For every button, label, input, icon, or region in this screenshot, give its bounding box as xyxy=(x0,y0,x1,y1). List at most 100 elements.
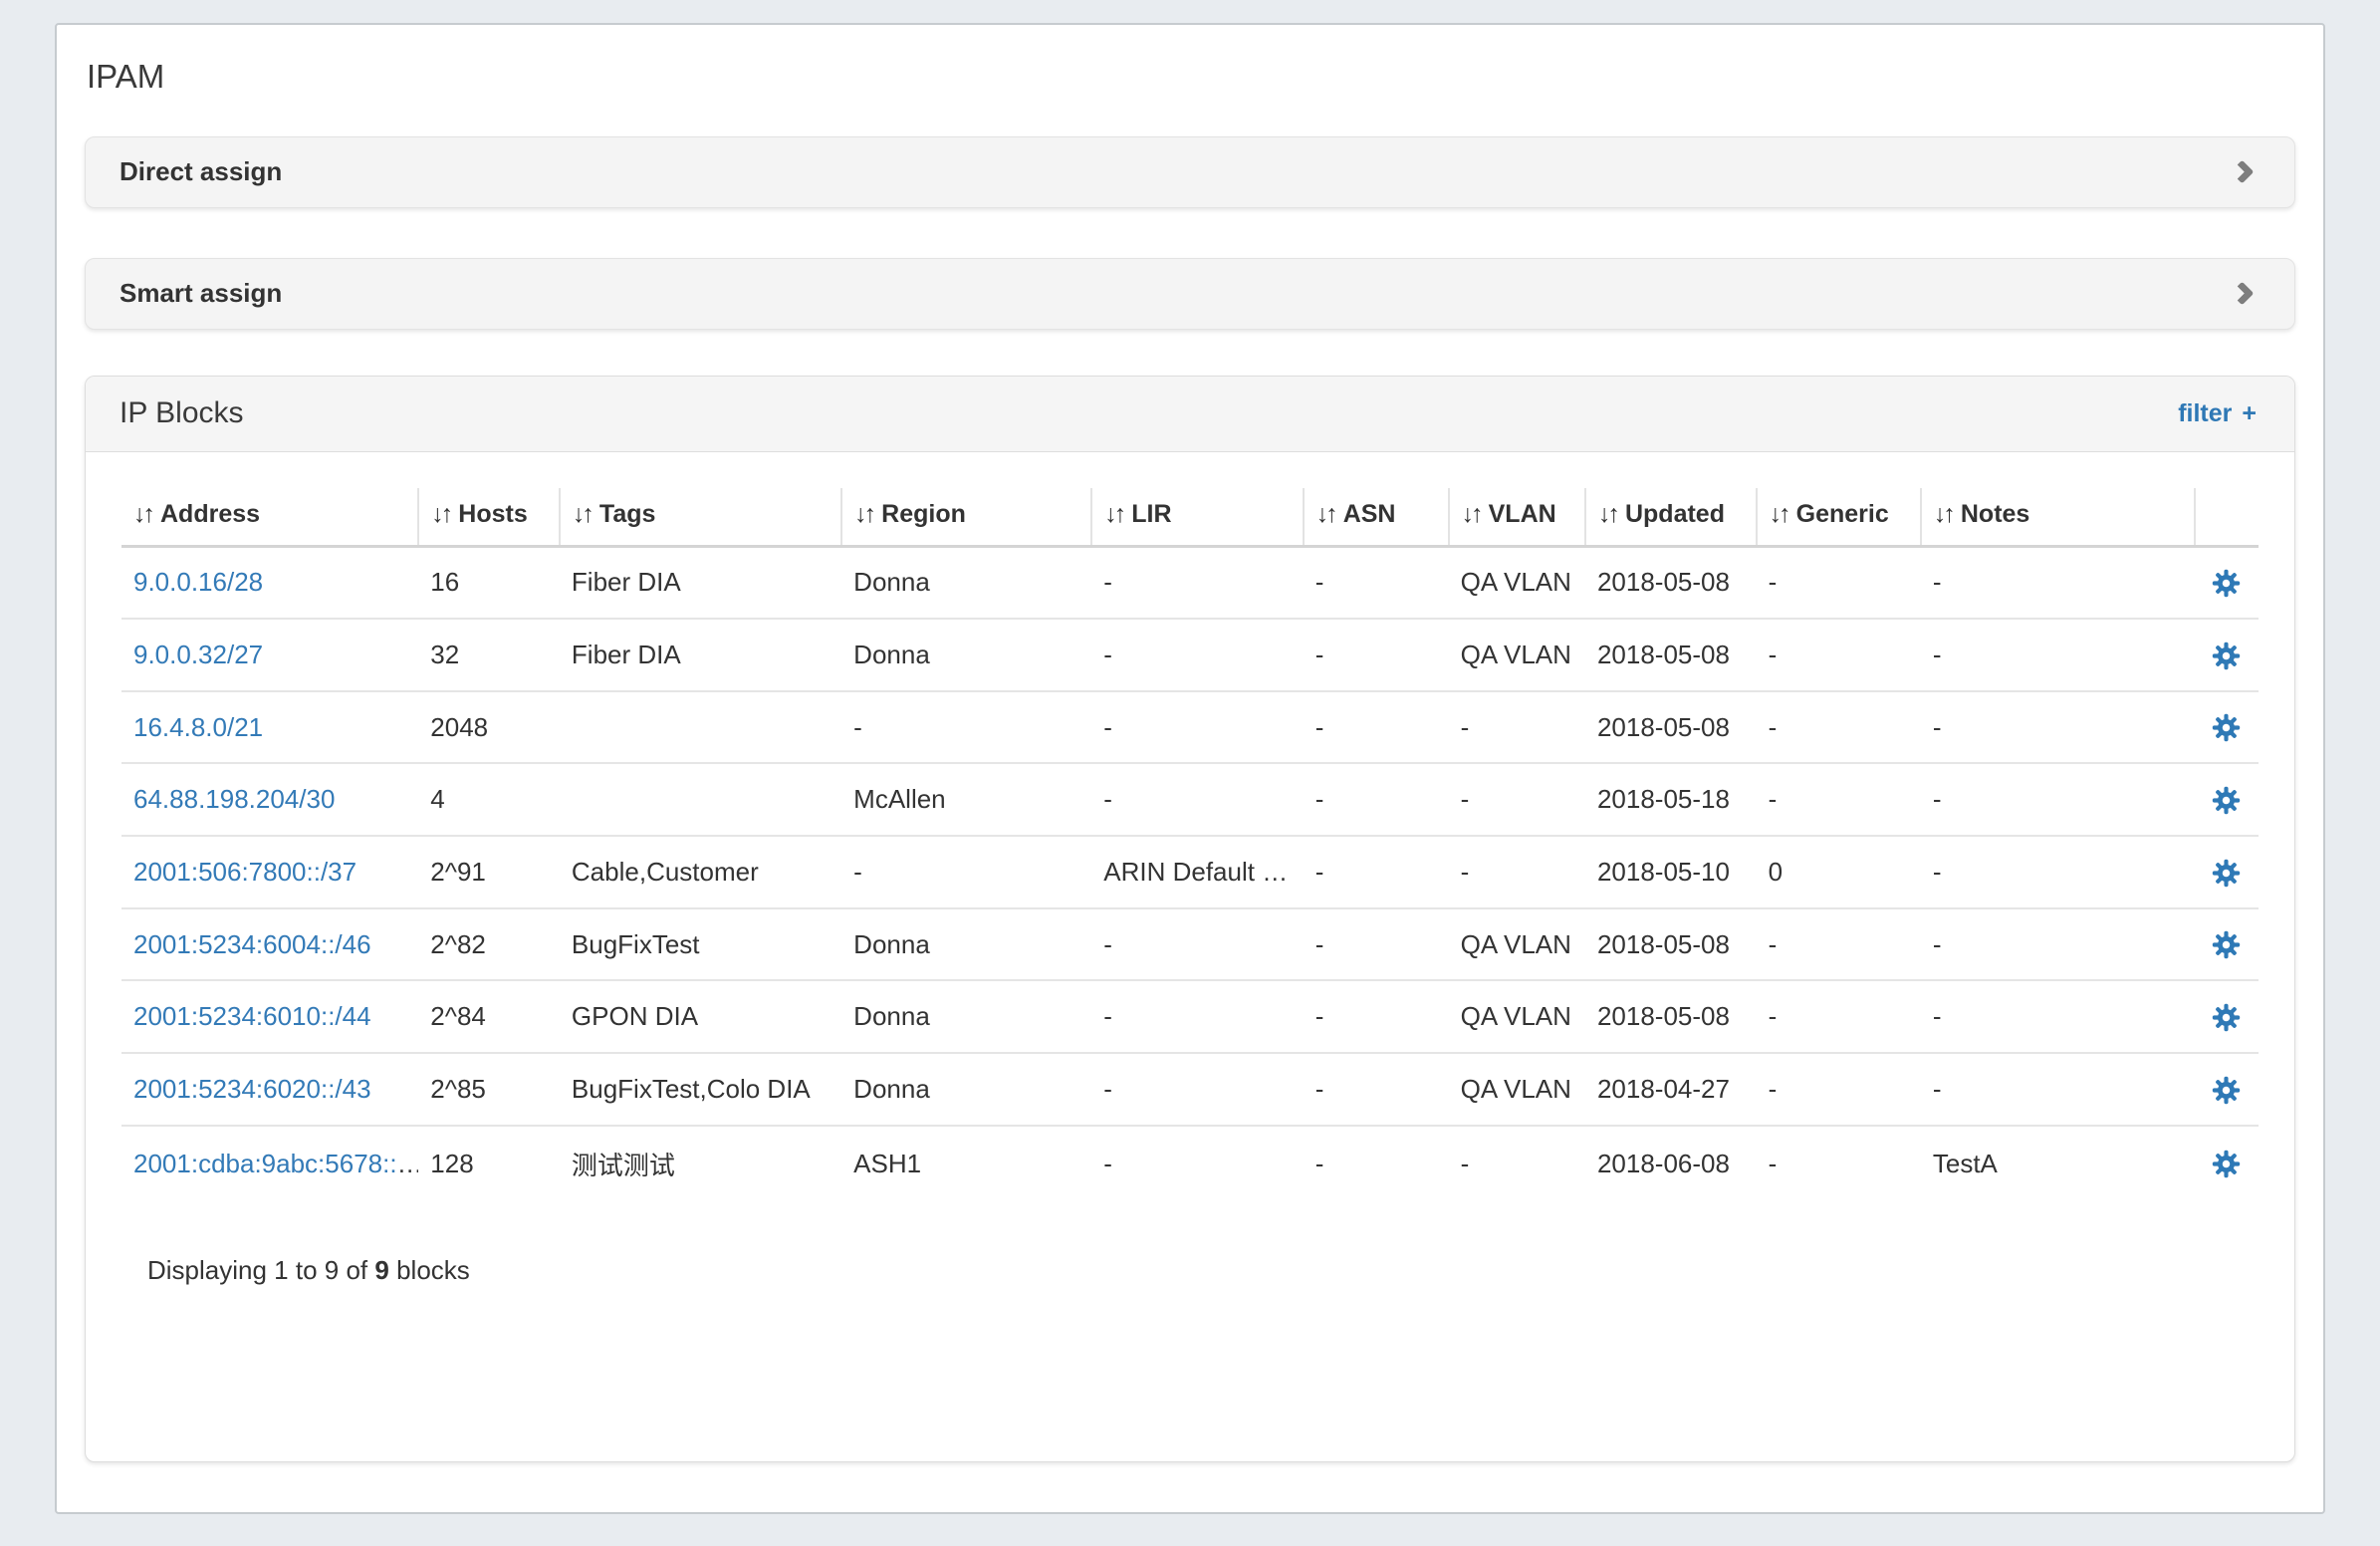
address-link[interactable]: 9.0.0.16/28 xyxy=(133,567,264,598)
gear-icon[interactable] xyxy=(2211,712,2242,743)
address-cell: 2001:506:7800::/37 xyxy=(121,835,419,908)
address-cell: 2001:5234:6004::/46 xyxy=(121,906,419,981)
address-cell: 64.88.198.204/30 xyxy=(121,762,419,837)
ip-blocks-header: IP Blocks filter + xyxy=(86,376,2294,452)
table-row: 9.0.0.16/28 16 Fiber DIA Donna - - QA VL… xyxy=(121,545,2259,620)
generic-cell: - xyxy=(1756,762,1921,837)
vlan-cell: QA VLAN xyxy=(1448,979,1585,1053)
address-cell: 2001:cdba:9abc:5678::… xyxy=(121,1124,419,1201)
gear-icon[interactable] xyxy=(2211,929,2242,960)
column-label: Hosts xyxy=(458,499,528,528)
column-header-tags[interactable]: ↓↑ Tags xyxy=(558,487,842,548)
notes-cell: - xyxy=(1920,762,2195,837)
address-cell: 9.0.0.32/27 xyxy=(121,618,419,691)
footer-prefix: Displaying 1 to 9 of xyxy=(147,1254,368,1285)
hosts-cell: 128 xyxy=(418,1124,560,1201)
sort-icon: ↓↑ xyxy=(1315,499,1338,528)
column-header-hosts[interactable]: ↓↑ Hosts xyxy=(417,487,560,548)
generic-cell: - xyxy=(1756,545,1921,620)
actions-cell xyxy=(2194,906,2259,981)
table-row: 2001:5234:6010::/44 2^84 GPON DIA Donna … xyxy=(121,979,2259,1053)
hosts-cell: 32 xyxy=(418,618,560,691)
address-link[interactable]: 2001:506:7800::/37 xyxy=(133,856,357,887)
region-cell: Donna xyxy=(841,545,1092,620)
lir-cell: - xyxy=(1091,1051,1304,1126)
address-link[interactable]: 9.0.0.32/27 xyxy=(133,640,264,670)
column-header-updated[interactable]: ↓↑ Updated xyxy=(1583,487,1757,548)
asn-cell: - xyxy=(1303,545,1449,620)
asn-cell: - xyxy=(1303,835,1449,908)
lir-cell: - xyxy=(1091,545,1304,620)
column-header-generic[interactable]: ↓↑ Generic xyxy=(1755,487,1921,548)
tags-cell xyxy=(559,762,842,837)
actions-cell xyxy=(2194,689,2259,764)
direct-assign-panel[interactable]: Direct assign xyxy=(85,135,2295,208)
filter-toggle-link[interactable]: filter + xyxy=(2178,399,2257,428)
address-link[interactable]: 2001:5234:6020::/43 xyxy=(133,1073,371,1104)
address-cell: 2001:5234:6010::/44 xyxy=(121,979,419,1053)
updated-cell: 2018-05-08 xyxy=(1584,979,1757,1053)
table-row: 2001:cdba:9abc:5678::… 128 测试测试 ASH1 - -… xyxy=(121,1124,2259,1201)
tags-cell: Fiber DIA xyxy=(559,545,842,620)
vlan-cell: - xyxy=(1448,1124,1585,1201)
plus-icon: + xyxy=(2242,398,2257,427)
asn-cell: - xyxy=(1303,1051,1449,1126)
asn-cell: - xyxy=(1303,762,1449,837)
column-label: Notes xyxy=(1960,499,2030,528)
tags-cell: BugFixTest,Colo DIA xyxy=(559,1051,842,1126)
column-header-address[interactable]: ↓↑ Address xyxy=(121,487,419,548)
hosts-cell: 2048 xyxy=(418,689,560,764)
lir-cell: - xyxy=(1091,1124,1304,1201)
ip-blocks-body: ↓↑ Address ↓↑ Hosts ↓↑ Tags ↓↑ Region ↓↑ LIR … xyxy=(86,452,2294,1461)
asn-cell: - xyxy=(1303,906,1449,981)
ip-blocks-table: ↓↑ Address ↓↑ Hosts ↓↑ Tags ↓↑ Region ↓↑ LIR … xyxy=(121,487,2259,1201)
column-header-actions xyxy=(2193,487,2259,548)
column-header-region[interactable]: ↓↑ Region xyxy=(840,487,1092,548)
vlan-cell: QA VLAN xyxy=(1448,618,1585,691)
address-link[interactable]: 2001:cdba:9abc:5678:: xyxy=(133,1148,397,1178)
column-header-notes[interactable]: ↓↑ Notes xyxy=(1919,487,2195,548)
ipam-card: IPAM Direct assign Smart assign IP Block… xyxy=(55,23,2325,1514)
asn-cell: - xyxy=(1303,618,1449,691)
gear-icon[interactable] xyxy=(2211,1149,2242,1179)
generic-cell: - xyxy=(1756,1051,1921,1126)
column-label: Tags xyxy=(598,499,656,528)
chevron-right-icon xyxy=(2230,281,2255,306)
tags-cell: 测试测试 xyxy=(559,1124,842,1201)
gear-icon[interactable] xyxy=(2211,641,2242,671)
hosts-cell: 2^91 xyxy=(418,835,560,908)
column-header-lir[interactable]: ↓↑ LIR xyxy=(1090,487,1304,548)
gear-icon[interactable] xyxy=(2211,785,2242,816)
sort-icon: ↓↑ xyxy=(1104,499,1126,528)
address-link[interactable]: 2001:5234:6010::/44 xyxy=(133,1001,371,1032)
smart-assign-panel[interactable]: Smart assign xyxy=(85,257,2295,330)
address-link[interactable]: 2001:5234:6004::/46 xyxy=(133,928,371,959)
gear-icon[interactable] xyxy=(2211,568,2242,599)
table-row: 16.4.8.0/21 2048 - - - - 2018-05-08 - - xyxy=(121,689,2259,764)
vlan-cell: - xyxy=(1448,835,1585,908)
lir-cell: - xyxy=(1091,979,1304,1053)
address-link[interactable]: 64.88.198.204/30 xyxy=(133,784,336,815)
gear-icon[interactable] xyxy=(2211,858,2242,889)
address-link[interactable]: 16.4.8.0/21 xyxy=(133,711,264,742)
sort-icon: ↓↑ xyxy=(1597,499,1620,528)
region-cell: McAllen xyxy=(841,762,1092,837)
vlan-cell: - xyxy=(1448,689,1585,764)
column-header-vlan[interactable]: ↓↑ VLAN xyxy=(1447,487,1585,548)
direct-assign-label: Direct assign xyxy=(119,156,283,187)
notes-cell: - xyxy=(1920,1051,2195,1126)
generic-cell: - xyxy=(1756,979,1921,1053)
updated-cell: 2018-05-08 xyxy=(1584,906,1757,981)
address-cell: 9.0.0.16/28 xyxy=(121,545,419,620)
updated-cell: 2018-05-18 xyxy=(1584,762,1757,837)
sort-icon: ↓↑ xyxy=(572,499,595,528)
lir-cell: - xyxy=(1091,762,1304,837)
gear-icon[interactable] xyxy=(2211,1002,2242,1033)
gear-icon[interactable] xyxy=(2211,1075,2242,1106)
asn-cell: - xyxy=(1303,979,1449,1053)
notes-cell: TestA xyxy=(1920,1124,2195,1201)
column-header-asn[interactable]: ↓↑ ASN xyxy=(1302,487,1449,548)
footer-suffix: blocks xyxy=(396,1254,470,1285)
column-label: ASN xyxy=(1342,499,1396,528)
tags-cell: Cable,Customer xyxy=(559,835,842,908)
